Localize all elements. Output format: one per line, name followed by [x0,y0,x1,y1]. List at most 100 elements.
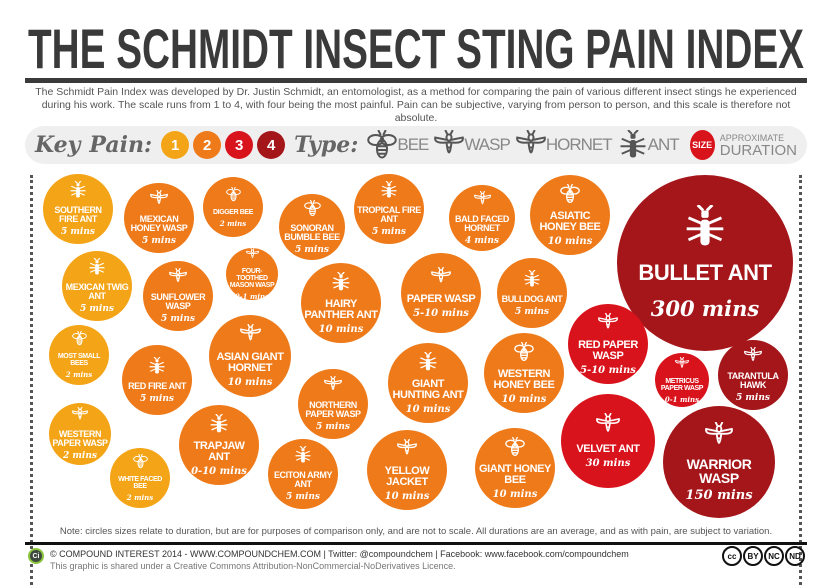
wasp-icon [675,356,689,378]
key-label: Key [35,132,81,158]
insect-bubble: Trapjaw Ant 0-10 mins [179,405,259,485]
ant-icon [88,257,106,283]
insect-name: Giant Hunting Ant [392,377,464,401]
insect-name: Asiatic Honey Bee [539,209,601,233]
wasp-icon [72,406,88,430]
type-label: Type: [294,132,359,158]
insect-bubble: Asiatic Honey Bee 10 mins [530,175,610,255]
sting-duration: 5 mins [61,227,95,237]
insect-name: Western Paper Wasp [52,429,108,448]
insect-name: Velvet Ant [576,443,640,455]
bee-icon [303,199,321,224]
insect-bubble: White Faced Bee 2 mins [110,448,170,508]
insect-bubble: Bulldog Ant 5 mins [497,258,567,328]
sting-duration: 0-1 mins [664,394,700,404]
insect-bubble: Tarantula Hawk 5 mins [718,340,788,410]
ant-icon [683,203,727,256]
sting-duration: 0-1 mins [234,291,270,301]
sting-duration: 5 mins [295,244,329,255]
size-legend-circle: SIZE [689,130,715,160]
cc-badge-cc: cc [722,546,742,566]
cc-badge-nc: NC [764,546,784,566]
ant-icon [294,445,312,471]
sting-duration: 5 mins [161,314,195,324]
insect-bubble: Eciton Army Ant 5 mins [268,439,338,509]
insect-bubble: Western Honey Bee 10 mins [484,333,564,413]
insect-name: Western Honey Bee [493,367,555,391]
creative-commons-badges: cc BY NC ND [722,546,805,566]
sting-duration: 30 mins [585,458,631,469]
insect-bubble: Digger Bee 2 mins [203,177,263,237]
sting-duration: 10 mins [405,403,451,415]
ant-icon [209,413,229,441]
left-dotted-border [30,175,33,585]
insect-bubble: Mexican Twig Ant 5 mins [62,251,132,321]
sting-duration: 5 mins [80,304,114,314]
insect-name: Bulldog Ant [501,293,563,304]
insect-name: White Faced Bee [118,476,162,490]
footnote: Note: circles sizes relate to duration, … [59,526,773,537]
ant-icon [380,180,398,206]
sting-duration: 5 mins [736,393,770,403]
footer-divider [25,542,807,545]
insect-bubble: Giant Hunting Ant 10 mins [388,343,468,423]
insect-name: Yellow Jacket [384,464,430,488]
sting-duration: 10 mins [492,488,538,500]
insect-name: Asian Giant Hornet [216,351,284,374]
insect-name: Warrior Wasp [686,455,752,486]
cc-badge-nd: ND [785,546,805,566]
bee-icon [367,129,398,160]
insect-name: Southern Fire Ant [54,205,102,224]
bee-icon [71,330,87,353]
bee-icon [560,183,580,211]
insect-name: Red Paper Wasp [578,338,638,362]
ant-icon [618,129,648,160]
bee-icon [505,436,525,464]
insect-name: Bald Faced Hornet [455,213,509,233]
insect-bubble: Northern Paper Wasp 5 mins [298,369,368,439]
hornet-icon [473,190,491,215]
sting-duration: 10 mins [547,235,593,247]
insect-bubble: Red Paper Wasp 5-10 mins [568,304,648,384]
intro-text: The Schmidt Pain Index was developed by … [35,86,797,124]
insect-bubble: Bullet Ant 300 mins [617,175,793,351]
hornet-icon [515,129,546,160]
insect-name: Four-Toothed Mason Wasp [229,267,275,289]
right-dotted-border [799,175,802,585]
insect-name: Northern Paper Wasp [305,400,361,419]
insect-bubble: Asian Giant Hornet 10 mins [209,315,291,397]
sting-duration: 5 mins [372,227,406,237]
insect-bubble: Giant Honey Bee 10 mins [475,428,555,508]
sting-duration: 5 mins [286,492,320,502]
sting-duration: 5-10 mins [413,308,469,319]
sting-duration: 2 mins [65,370,93,379]
wasp-icon [434,129,465,160]
footer-licence: This graphic is shared under a Creative … [50,561,456,571]
wasp-icon [431,266,451,294]
insect-name: Trapjaw Ant [193,439,245,463]
cc-badge-by: BY [743,546,763,566]
insect-name: Mexican Twig Ant [65,282,129,301]
pain-level-1: 1 [161,131,190,159]
sting-duration: 5-10 mins [580,364,636,376]
type-label-bee: BEE [397,135,429,154]
insect-bubble: Bald Faced Hornet 4 mins [449,185,515,251]
pain-level-2: 2 [193,131,222,159]
sting-duration: 0-10 mins [191,465,247,477]
svg-text:THE SCHMIDT INSECT STING PAIN: THE SCHMIDT INSECT STING PAIN INDEX [28,18,804,76]
wasp-icon [598,312,618,340]
insect-bubble: Southern Fire Ant 5 mins [43,174,113,244]
insect-bubble: Tropical Fire Ant 5 mins [354,174,424,244]
insect-name: Paper Wasp [406,293,476,305]
footer-credit: © COMPOUND INTEREST 2014 - WWW.COMPOUNDC… [50,549,629,559]
insect-bubble: Four-Toothed Mason Wasp 0-1 mins [226,247,278,301]
sting-duration: 150 mins [685,487,753,503]
insect-name: Tropical Fire Ant [357,205,421,224]
sting-duration: 2 mins [126,493,154,502]
title-divider [25,78,807,83]
insect-name: Eciton Army Ant [273,470,333,489]
insect-bubble: Paper Wasp 5-10 mins [401,253,481,333]
insect-name: Metricus Paper Wasp [660,377,704,392]
type-label-hornet: HORNET [545,135,613,154]
